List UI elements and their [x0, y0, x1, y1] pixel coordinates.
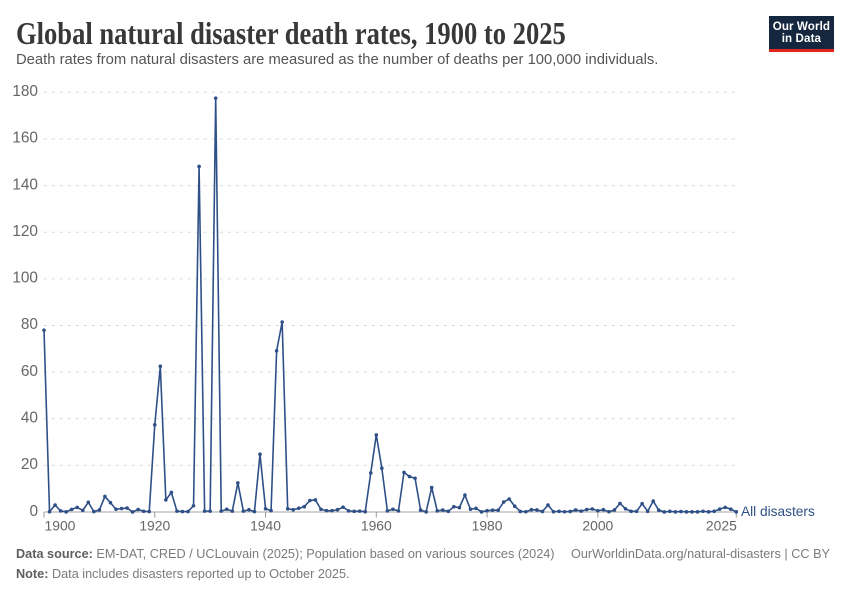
svg-text:40: 40: [21, 409, 38, 426]
svg-text:0: 0: [29, 503, 38, 520]
svg-text:80: 80: [21, 316, 38, 333]
svg-text:120: 120: [12, 223, 38, 240]
svg-text:1940: 1940: [250, 518, 281, 534]
svg-text:60: 60: [21, 363, 38, 380]
svg-text:All disasters: All disasters: [741, 504, 815, 519]
svg-text:1900: 1900: [45, 518, 76, 534]
svg-text:20: 20: [21, 456, 38, 473]
svg-text:2000: 2000: [582, 518, 613, 534]
svg-text:2025: 2025: [706, 518, 737, 534]
svg-text:1920: 1920: [139, 518, 170, 534]
svg-text:100: 100: [12, 270, 38, 287]
svg-text:160: 160: [12, 130, 38, 147]
svg-text:140: 140: [12, 176, 38, 193]
svg-text:1960: 1960: [361, 518, 392, 534]
svg-text:180: 180: [12, 83, 38, 100]
svg-text:1980: 1980: [472, 518, 503, 534]
